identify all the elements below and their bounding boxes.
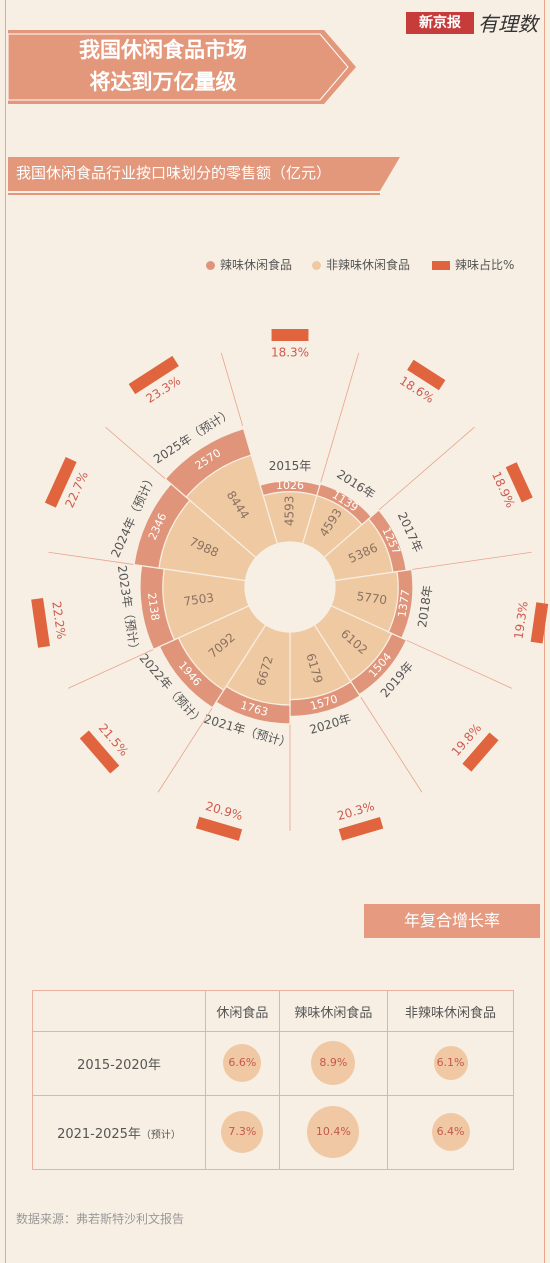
chart-subtitle: 我国休闲食品行业按口味划分的零售额（亿元） xyxy=(16,164,332,182)
year-label: 2023年（预计） xyxy=(115,564,142,656)
legend-ratio-label: 辣味占比% xyxy=(455,258,515,272)
page-title: 我国休闲食品市场 将达到万亿量级 xyxy=(8,34,318,98)
brand-tagline: 有理数 xyxy=(478,12,538,36)
cagr-header-non-spicy: 非辣味休闲食品 xyxy=(387,990,514,1032)
cagr-header-spicy: 辣味休闲食品 xyxy=(278,990,389,1032)
leader-line xyxy=(404,638,513,689)
cagr-cell: 6.1% xyxy=(387,1031,514,1096)
legend-spicy-label: 辣味休闲食品 xyxy=(220,258,293,272)
cagr-row: 2021-2025年（预计） 7.3% 10.4% 6.4% xyxy=(32,1094,514,1171)
ratio-bar xyxy=(128,355,179,395)
brand-logo: 新京报 有理数 xyxy=(406,12,542,38)
cagr-bubble: 8.9% xyxy=(311,1041,356,1086)
cagr-bubble: 6.1% xyxy=(433,1046,468,1081)
frame-right-line xyxy=(544,0,545,1263)
cagr-header-total: 休闲食品 xyxy=(205,990,280,1032)
ratio-bar xyxy=(44,457,77,508)
cagr-cell: 7.3% xyxy=(205,1094,280,1171)
title-banner xyxy=(8,30,356,104)
leader-line xyxy=(320,352,360,483)
cagr-bubble: 6.4% xyxy=(431,1113,470,1152)
ratio-bar xyxy=(338,816,384,841)
legend-spicy: 辣味休闲食品 xyxy=(206,256,292,273)
year-label: 2020年 xyxy=(308,711,353,736)
subtitle-banner xyxy=(8,157,400,195)
legend-non-spicy-label: 非辣味休闲食品 xyxy=(326,258,411,272)
frame-left-line xyxy=(5,0,6,1263)
legend-ratio-swatch xyxy=(432,261,450,270)
leader-line xyxy=(409,551,532,571)
ratio-bar xyxy=(462,732,499,772)
ratio-label: 18.3% xyxy=(271,346,309,360)
ratio-label: 22.2% xyxy=(49,600,68,640)
cagr-row-label: 2021-2025年（预计） xyxy=(32,1094,206,1171)
non-spicy-value-label: 5770 xyxy=(356,589,388,607)
cagr-bubble: 10.4% xyxy=(307,1106,360,1159)
cagr-tag: 年复合增长率 xyxy=(364,904,540,938)
cagr-bubble: 6.6% xyxy=(223,1044,262,1083)
ratio-label: 20.9% xyxy=(204,799,245,823)
ratio-bar xyxy=(271,329,309,341)
leader-line xyxy=(105,426,169,483)
data-source: 数据来源：弗若斯特沙利文报告 xyxy=(16,1212,185,1226)
spicy-value-label: 2138 xyxy=(145,592,162,622)
legend-spicy-swatch xyxy=(206,261,215,270)
leader-line xyxy=(48,551,139,566)
year-label: 2018年 xyxy=(415,584,435,628)
cagr-cell: 6.6% xyxy=(205,1031,280,1096)
ratio-bar xyxy=(407,359,446,391)
cagr-cell: 10.4% xyxy=(278,1094,389,1171)
ratio-bar xyxy=(195,816,243,841)
ratio-label: 19.3% xyxy=(511,600,530,640)
leader-line xyxy=(157,704,215,793)
ratio-bar xyxy=(79,730,120,774)
leader-line xyxy=(360,696,423,793)
cagr-row-label-note: （预计） xyxy=(140,1129,181,1141)
legend-non-spicy: 非辣味休闲食品 xyxy=(312,256,410,273)
spicy-segment xyxy=(164,427,253,498)
cagr-cell: 8.9% xyxy=(278,1031,389,1096)
non-spicy-value-label: 4593 xyxy=(283,496,297,527)
year-label: 2015年 xyxy=(269,459,312,473)
cagr-row: 2015-2020年 6.6% 8.9% 6.1% xyxy=(32,1031,514,1096)
page-title-line-1: 我国休闲食品市场 xyxy=(79,38,247,62)
cagr-table: 休闲食品 辣味休闲食品 非辣味休闲食品 2015-2020年 6.6% 8.9%… xyxy=(32,990,514,1171)
leader-line xyxy=(373,426,475,515)
spicy-value-label: 1026 xyxy=(276,479,304,492)
leader-line xyxy=(67,647,157,689)
legend-ratio: 辣味占比% xyxy=(432,256,514,273)
ratio-bar xyxy=(505,462,533,503)
cagr-corner xyxy=(32,990,206,1032)
cagr-cell: 6.4% xyxy=(387,1094,514,1171)
cagr-header-row: 休闲食品 辣味休闲食品 非辣味休闲食品 xyxy=(32,990,514,1032)
cagr-row-label-text: 2021-2025年 xyxy=(57,1126,141,1142)
non-spicy-value-label: 7503 xyxy=(183,591,215,609)
legend-non-spicy-swatch xyxy=(312,261,321,270)
ratio-label: 20.3% xyxy=(336,799,377,823)
spicy-value-label: 1377 xyxy=(395,589,412,619)
ratio-bar xyxy=(530,602,549,644)
page-title-line-2: 将达到万亿量级 xyxy=(89,70,237,94)
brand-name: 新京报 xyxy=(406,12,474,34)
cagr-row-label: 2015-2020年 xyxy=(32,1031,206,1096)
cagr-bubble: 7.3% xyxy=(221,1111,264,1154)
ratio-bar xyxy=(31,597,50,648)
leader-line xyxy=(220,352,244,426)
radial-chart: 459310262015年18.3%459311392016年18.6%5386… xyxy=(31,329,549,841)
